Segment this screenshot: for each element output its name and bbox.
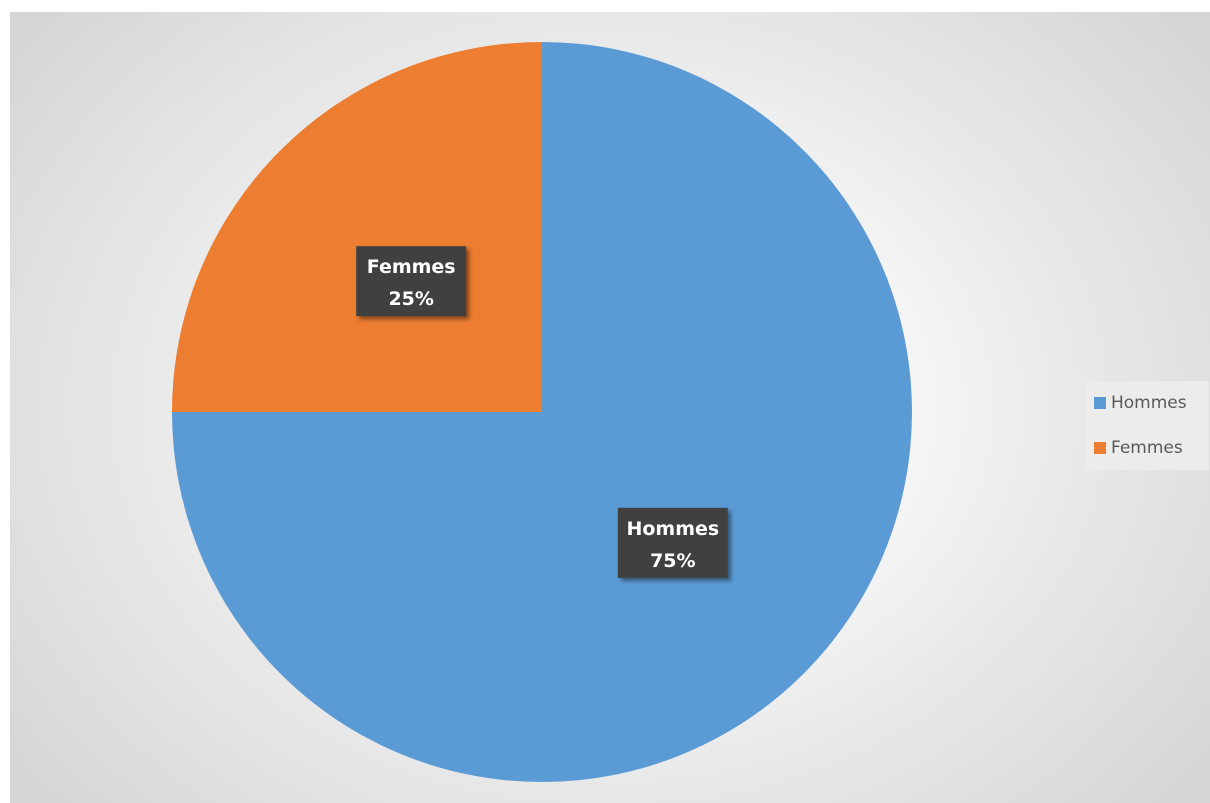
legend-swatch-femmes: [1094, 442, 1106, 454]
legend-item-hommes[interactable]: Hommes: [1094, 391, 1187, 415]
legend-swatch-hommes: [1094, 397, 1106, 409]
chart-area: Hommes 75% Femmes 25% Hommes Femmes: [10, 12, 1210, 803]
data-label-category: Hommes: [626, 518, 719, 540]
data-label-percent: 75%: [650, 550, 695, 572]
legend-item-femmes[interactable]: Femmes: [1094, 436, 1183, 460]
data-label-box: [356, 246, 467, 317]
data-label-category: Femmes: [367, 256, 456, 278]
data-label-percent: 25%: [388, 288, 433, 310]
data-label-hommes: Hommes 75%: [617, 507, 728, 578]
pie-chart: Hommes 75% Femmes 25%: [172, 42, 912, 782]
data-label-femmes: Femmes 25%: [356, 246, 467, 317]
legend: Hommes Femmes: [1085, 381, 1209, 470]
pie-slice-femmes[interactable]: [172, 42, 542, 412]
legend-label-femmes: Femmes: [1111, 438, 1183, 458]
legend-label-hommes: Hommes: [1111, 393, 1187, 413]
data-label-box: [617, 507, 728, 578]
